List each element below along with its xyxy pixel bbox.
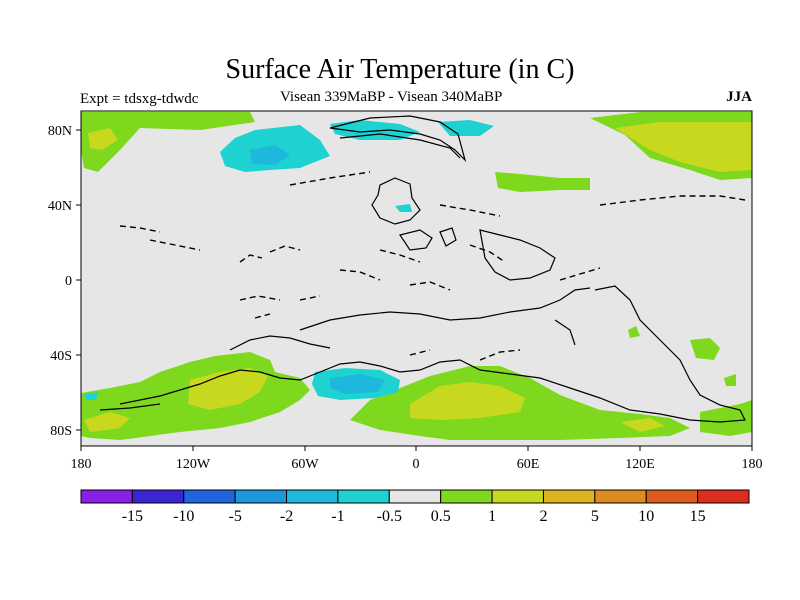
colorbar-box <box>131 489 185 504</box>
colorbar-box <box>440 489 493 504</box>
colorbar-label: -0.5 <box>377 508 402 525</box>
plot-title: Surface Air Temperature (in C) <box>225 54 575 85</box>
colorbar-box <box>388 489 442 504</box>
colorbar-box <box>594 489 647 504</box>
colorbar-label: -5 <box>228 508 241 525</box>
colorbar-box <box>80 489 133 504</box>
colorbar-label: 1 <box>488 508 496 525</box>
colorbar-box <box>645 489 699 504</box>
moderate-anomaly-regions <box>84 122 752 432</box>
colorbar-label: -2 <box>280 508 293 525</box>
island-outlines <box>119 171 746 361</box>
x-tick-label: 120E <box>625 457 655 472</box>
x-tick-labels: 180 120W 60W 0 60E 120E 180 <box>71 457 763 472</box>
colorbar-label: -1 <box>331 508 344 525</box>
colorbar-box <box>234 489 288 504</box>
y-tick-label: 40N <box>48 199 72 214</box>
map-panel <box>81 111 752 446</box>
paleo-coastlines <box>99 115 746 423</box>
y-tick-label: 80N <box>48 124 72 139</box>
x-tick-label: 180 <box>742 457 763 472</box>
comparison-label: Visean 339MaBP - Visean 340MaBP <box>280 89 503 105</box>
colorbar-box <box>286 489 339 504</box>
colorbar-label: 15 <box>690 508 706 525</box>
colorbar-label: 5 <box>591 508 599 525</box>
y-tick-labels: 80N 40N 0 40S 80S <box>48 124 72 439</box>
colorbar-label: 10 <box>638 508 654 525</box>
colorbar-label: 2 <box>539 508 547 525</box>
y-tick-label: 80S <box>50 424 72 439</box>
x-tick-label: 0 <box>413 457 420 472</box>
x-tick-label: 60W <box>291 457 319 472</box>
experiment-label: Expt = tdsxg-tdwdc <box>80 91 199 107</box>
colorbar-box <box>697 489 750 504</box>
colorbar-label: -10 <box>173 508 194 525</box>
colorbar: -15 -10 -5 -2 -1 -0.5 0.5 1 2 5 10 15 <box>80 489 750 525</box>
colorbar-box <box>491 489 544 504</box>
axis-ticks <box>76 129 753 451</box>
colorbar-label: -15 <box>122 508 143 525</box>
x-tick-label: 60E <box>517 457 540 472</box>
colorbar-box <box>337 489 390 504</box>
colorbar-box <box>542 489 596 504</box>
colorbar-labels: -15 -10 -5 -2 -1 -0.5 0.5 1 2 5 10 15 <box>122 508 706 525</box>
season-label: JJA <box>726 89 752 105</box>
strong-negative-anomaly-regions <box>250 145 385 394</box>
colorbar-boxes <box>80 489 750 504</box>
colorbar-label: 0.5 <box>431 508 451 525</box>
y-tick-label: 40S <box>50 349 72 364</box>
x-tick-label: 120W <box>176 457 211 472</box>
y-tick-label: 0 <box>65 274 72 289</box>
x-tick-label: 180 <box>71 457 92 472</box>
colorbar-box <box>183 489 236 504</box>
